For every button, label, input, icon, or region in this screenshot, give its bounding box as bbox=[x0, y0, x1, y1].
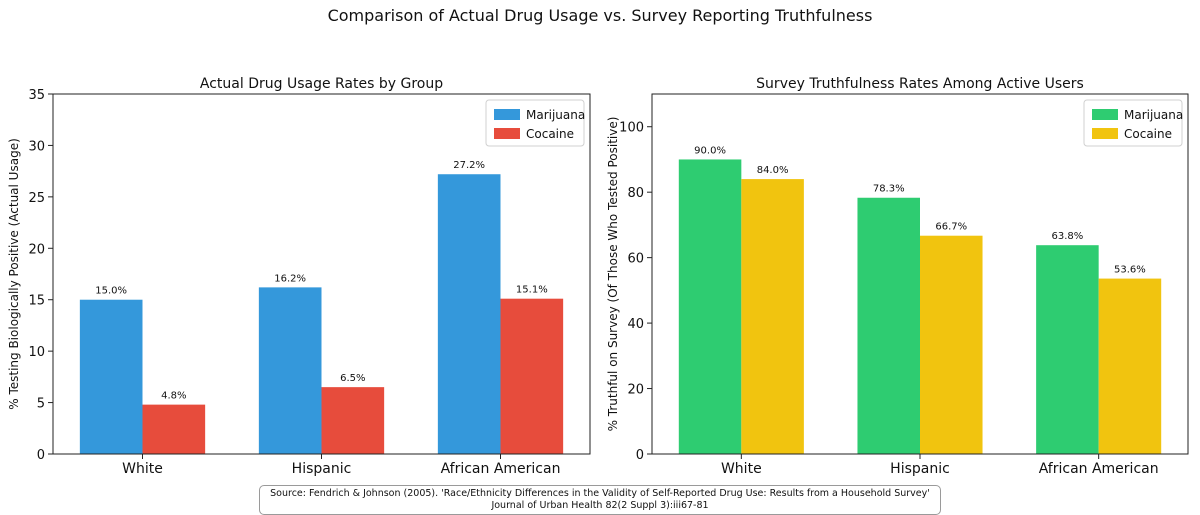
chart-2-value-label: 63.8% bbox=[1052, 231, 1084, 242]
chart-1-value-label: 4.8% bbox=[161, 391, 186, 402]
chart-2-ytick-label: 60 bbox=[627, 252, 644, 267]
chart-1-bar-marijuana bbox=[79, 299, 143, 454]
chart-2-legend-label-cocaine: Cocaine bbox=[1124, 127, 1172, 141]
chart-2-ytick-label: 100 bbox=[619, 121, 644, 136]
chart-1-value-label: 15.0% bbox=[95, 286, 127, 297]
chart-2-legend-swatch-marijuana bbox=[1092, 109, 1118, 120]
chart-1-bar-cocaine bbox=[500, 298, 564, 454]
chart-1-axes-frame bbox=[52, 93, 591, 455]
chart-2-ytick-label: 40 bbox=[627, 317, 644, 332]
chart-1-legend-swatch-cocaine bbox=[494, 128, 520, 139]
chart-1-ytick-label: 10 bbox=[28, 345, 45, 360]
chart-2-bar-marijuana bbox=[857, 197, 920, 454]
chart-2-legend-label-marijuana: Marijuana bbox=[1124, 108, 1183, 122]
chart-1-bar-marijuana bbox=[258, 287, 322, 454]
chart-2-bar-marijuana bbox=[678, 159, 742, 455]
chart-1-ytick-label: 0 bbox=[37, 448, 45, 463]
chart-1-ytick-label: 25 bbox=[28, 191, 45, 206]
chart-1-xtick-label: African American bbox=[441, 461, 561, 477]
chart-1-ytick-label: 35 bbox=[28, 88, 45, 103]
chart-1-value-label: 16.2% bbox=[274, 273, 306, 284]
chart-2-bar-marijuana bbox=[1036, 245, 1099, 454]
source-line-1: Source: Fendrich & Johnson (2005). 'Race… bbox=[270, 488, 930, 499]
chart-2-bar-cocaine bbox=[920, 235, 983, 454]
chart-2-value-label: 53.6% bbox=[1114, 265, 1146, 276]
chart-2-xtick-label: African American bbox=[1039, 461, 1159, 477]
chart-1-ylabel: % Testing Biologically Positive (Actual … bbox=[7, 138, 21, 410]
chart-1-value-label: 6.5% bbox=[340, 373, 365, 384]
chart-1-legend-label-marijuana: Marijuana bbox=[526, 108, 585, 122]
chart-2-xtick-label: Hispanic bbox=[890, 461, 950, 477]
chart-2-bar-cocaine bbox=[1098, 278, 1162, 454]
chart-2-value-label: 90.0% bbox=[694, 145, 726, 156]
chart-1-value-label: 27.2% bbox=[453, 160, 485, 171]
chart-1-bar-marijuana bbox=[437, 174, 501, 454]
chart-1-ytick-label: 5 bbox=[37, 397, 45, 412]
chart-1-ytick-label: 30 bbox=[28, 139, 45, 154]
chart-1-legend-swatch-marijuana bbox=[494, 109, 520, 120]
chart-2-xtick-label: White bbox=[721, 461, 762, 477]
source-line-2: Journal of Urban Health 82(2 Suppl 3):ii… bbox=[491, 500, 709, 511]
chart-1-bar-cocaine bbox=[142, 404, 206, 454]
chart-2-axes-frame bbox=[651, 93, 1189, 455]
chart-1-xtick-label: White bbox=[122, 461, 163, 477]
chart-1-value-label: 15.1% bbox=[516, 285, 548, 296]
chart-1-ytick-label: 20 bbox=[28, 242, 45, 257]
figure-title: Comparison of Actual Drug Usage vs. Surv… bbox=[327, 6, 873, 25]
chart-2-legend-swatch-cocaine bbox=[1092, 128, 1118, 139]
chart-2-value-label: 66.7% bbox=[935, 222, 967, 233]
chart-2-value-label: 78.3% bbox=[873, 184, 905, 195]
chart-1-legend-label-cocaine: Cocaine bbox=[526, 127, 574, 141]
chart-2-bar-cocaine bbox=[741, 179, 804, 454]
chart-1-xtick-label: Hispanic bbox=[292, 461, 352, 477]
chart-2-ytick-label: 0 bbox=[636, 448, 644, 463]
chart-2-ylabel: % Truthful on Survey (Of Those Who Teste… bbox=[606, 117, 620, 432]
source-caption: Source: Fendrich & Johnson (2005). 'Race… bbox=[259, 485, 941, 515]
chart-1-ytick-label: 15 bbox=[28, 294, 45, 309]
chart-1-bar-cocaine bbox=[321, 387, 385, 454]
chart-2-value-label: 84.0% bbox=[757, 165, 789, 176]
chart-2-ytick-label: 80 bbox=[627, 186, 644, 201]
chart-1-title: Actual Drug Usage Rates by Group bbox=[200, 76, 443, 92]
chart-2-title: Survey Truthfulness Rates Among Active U… bbox=[756, 76, 1084, 92]
chart-2-ytick-label: 20 bbox=[627, 383, 644, 398]
